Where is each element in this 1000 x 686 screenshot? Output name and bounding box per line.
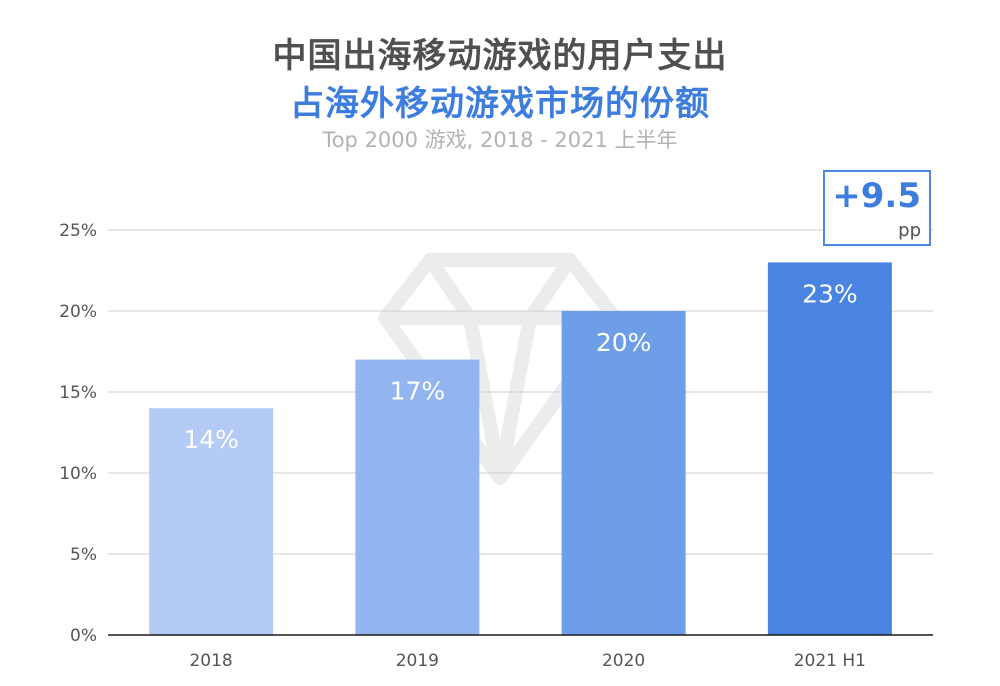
bar [561, 311, 686, 635]
x-axis-ticks: 2018 2019 2020 2021 H1 [189, 651, 866, 671]
bar-data-label: 17% [390, 377, 446, 406]
x-tick-label: 2020 [602, 651, 645, 671]
bar [149, 408, 274, 635]
x-tick-label: 2021 H1 [794, 651, 866, 671]
bar [767, 262, 892, 635]
bars [149, 262, 892, 635]
data-labels: 14% 17% 20% 23% [183, 279, 857, 454]
bar-data-label: 14% [183, 425, 239, 454]
x-tick-label: 2019 [396, 651, 439, 671]
chart-title-line1: 中国出海移动游戏的用户支出 [272, 36, 728, 76]
bar-data-label: 23% [802, 279, 858, 308]
change-callout-value: +9.5 [832, 176, 921, 216]
change-callout-unit: pp [898, 220, 921, 241]
change-callout-box: +9.5 pp [823, 170, 931, 246]
y-tick-label: 0% [70, 626, 97, 646]
chart-subtitle: Top 2000 游戏, 2018 - 2021 上半年 [322, 128, 678, 152]
chart-title-line2: 占海外移动游戏市场的份额 [290, 84, 710, 124]
y-tick-label: 15% [59, 383, 97, 403]
y-tick-label: 20% [59, 302, 97, 322]
x-tick-label: 2018 [189, 651, 232, 671]
bar-data-label: 20% [596, 328, 652, 357]
y-tick-label: 25% [59, 221, 97, 241]
bar [355, 359, 480, 635]
y-tick-label: 10% [59, 464, 97, 484]
y-tick-label: 5% [70, 545, 97, 565]
y-axis-ticks: 0% 5% 10% 15% 20% 25% [59, 221, 97, 646]
